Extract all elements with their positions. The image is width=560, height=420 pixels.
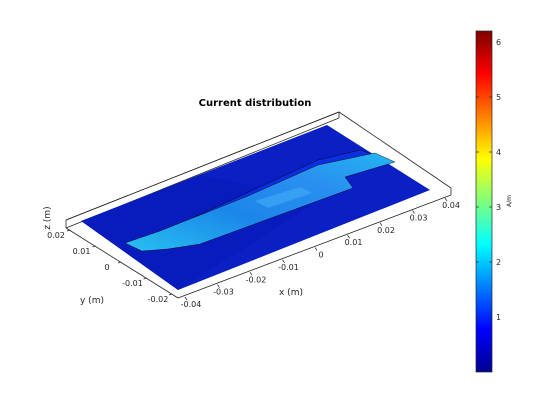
colorbar-tick-label: 1 xyxy=(496,313,501,322)
x-tick-label: 0.02 xyxy=(377,226,395,235)
colorbar-unit: A/m xyxy=(506,195,513,207)
z-axis-label: z (m) xyxy=(43,206,53,229)
y-tick-mark xyxy=(143,277,147,280)
colorbar-tick-label: 2 xyxy=(496,258,501,267)
x-tick-label: -0.03 xyxy=(213,288,234,297)
x-axis-label: x (m) xyxy=(279,288,303,298)
x-tick-mark xyxy=(379,222,383,226)
y-tick-mark xyxy=(168,293,173,296)
x-axis-ticks: -0.04 -0.03 -0.02 -0.01 0 0.01 0.02 0.03 0.04 xyxy=(181,197,460,309)
x-tick-mark xyxy=(412,210,415,214)
front-right-edge xyxy=(177,194,452,299)
y-tick-label: -0.01 xyxy=(122,279,143,288)
chart-title: Current distribution xyxy=(199,98,312,109)
colorbar-tick-label: 3 xyxy=(496,203,501,212)
x-tick-label: 0.04 xyxy=(442,201,460,210)
x-tick-mark xyxy=(282,259,285,264)
x-tick-mark xyxy=(249,272,253,276)
x-tick-mark xyxy=(314,247,318,251)
x-tick-mark xyxy=(347,234,350,239)
x-tick-label: 0.03 xyxy=(410,213,428,222)
y-tick-label: 0 xyxy=(104,263,109,272)
y-tick-mark xyxy=(66,229,71,232)
x-tick-label: -0.04 xyxy=(181,300,202,309)
y-axis-label: y (m) xyxy=(80,296,104,306)
x-tick-mark xyxy=(184,296,188,301)
y-tick-label: 0.01 xyxy=(73,247,91,256)
y-tick-label: 0.02 xyxy=(47,231,65,240)
x-tick-label: -0.01 xyxy=(278,263,299,272)
x-tick-mark xyxy=(444,197,448,202)
y-tick-mark xyxy=(92,245,96,248)
x-tick-label: 0 xyxy=(318,251,323,260)
front-left-edge xyxy=(65,227,179,299)
feed-strip-highlight xyxy=(255,187,312,208)
x-tick-mark xyxy=(217,284,220,288)
y-tick-mark xyxy=(117,261,122,264)
y-axis-ticks: -0.02 -0.01 0 0.01 0.02 xyxy=(47,229,173,304)
colorbar-tick-label: 6 xyxy=(496,38,501,47)
colorbar-tick-label: 4 xyxy=(496,148,501,157)
x-tick-label: -0.02 xyxy=(246,275,267,284)
y-tick-label: -0.02 xyxy=(148,295,169,304)
colorbar-ticks: 1 2 3 4 5 6 xyxy=(476,38,501,322)
front-edges xyxy=(65,194,452,299)
colorbar xyxy=(475,30,493,373)
box-back-top xyxy=(65,111,340,221)
x-tick-label: 0.01 xyxy=(345,238,363,247)
colorbar-tick-label: 5 xyxy=(496,93,501,102)
